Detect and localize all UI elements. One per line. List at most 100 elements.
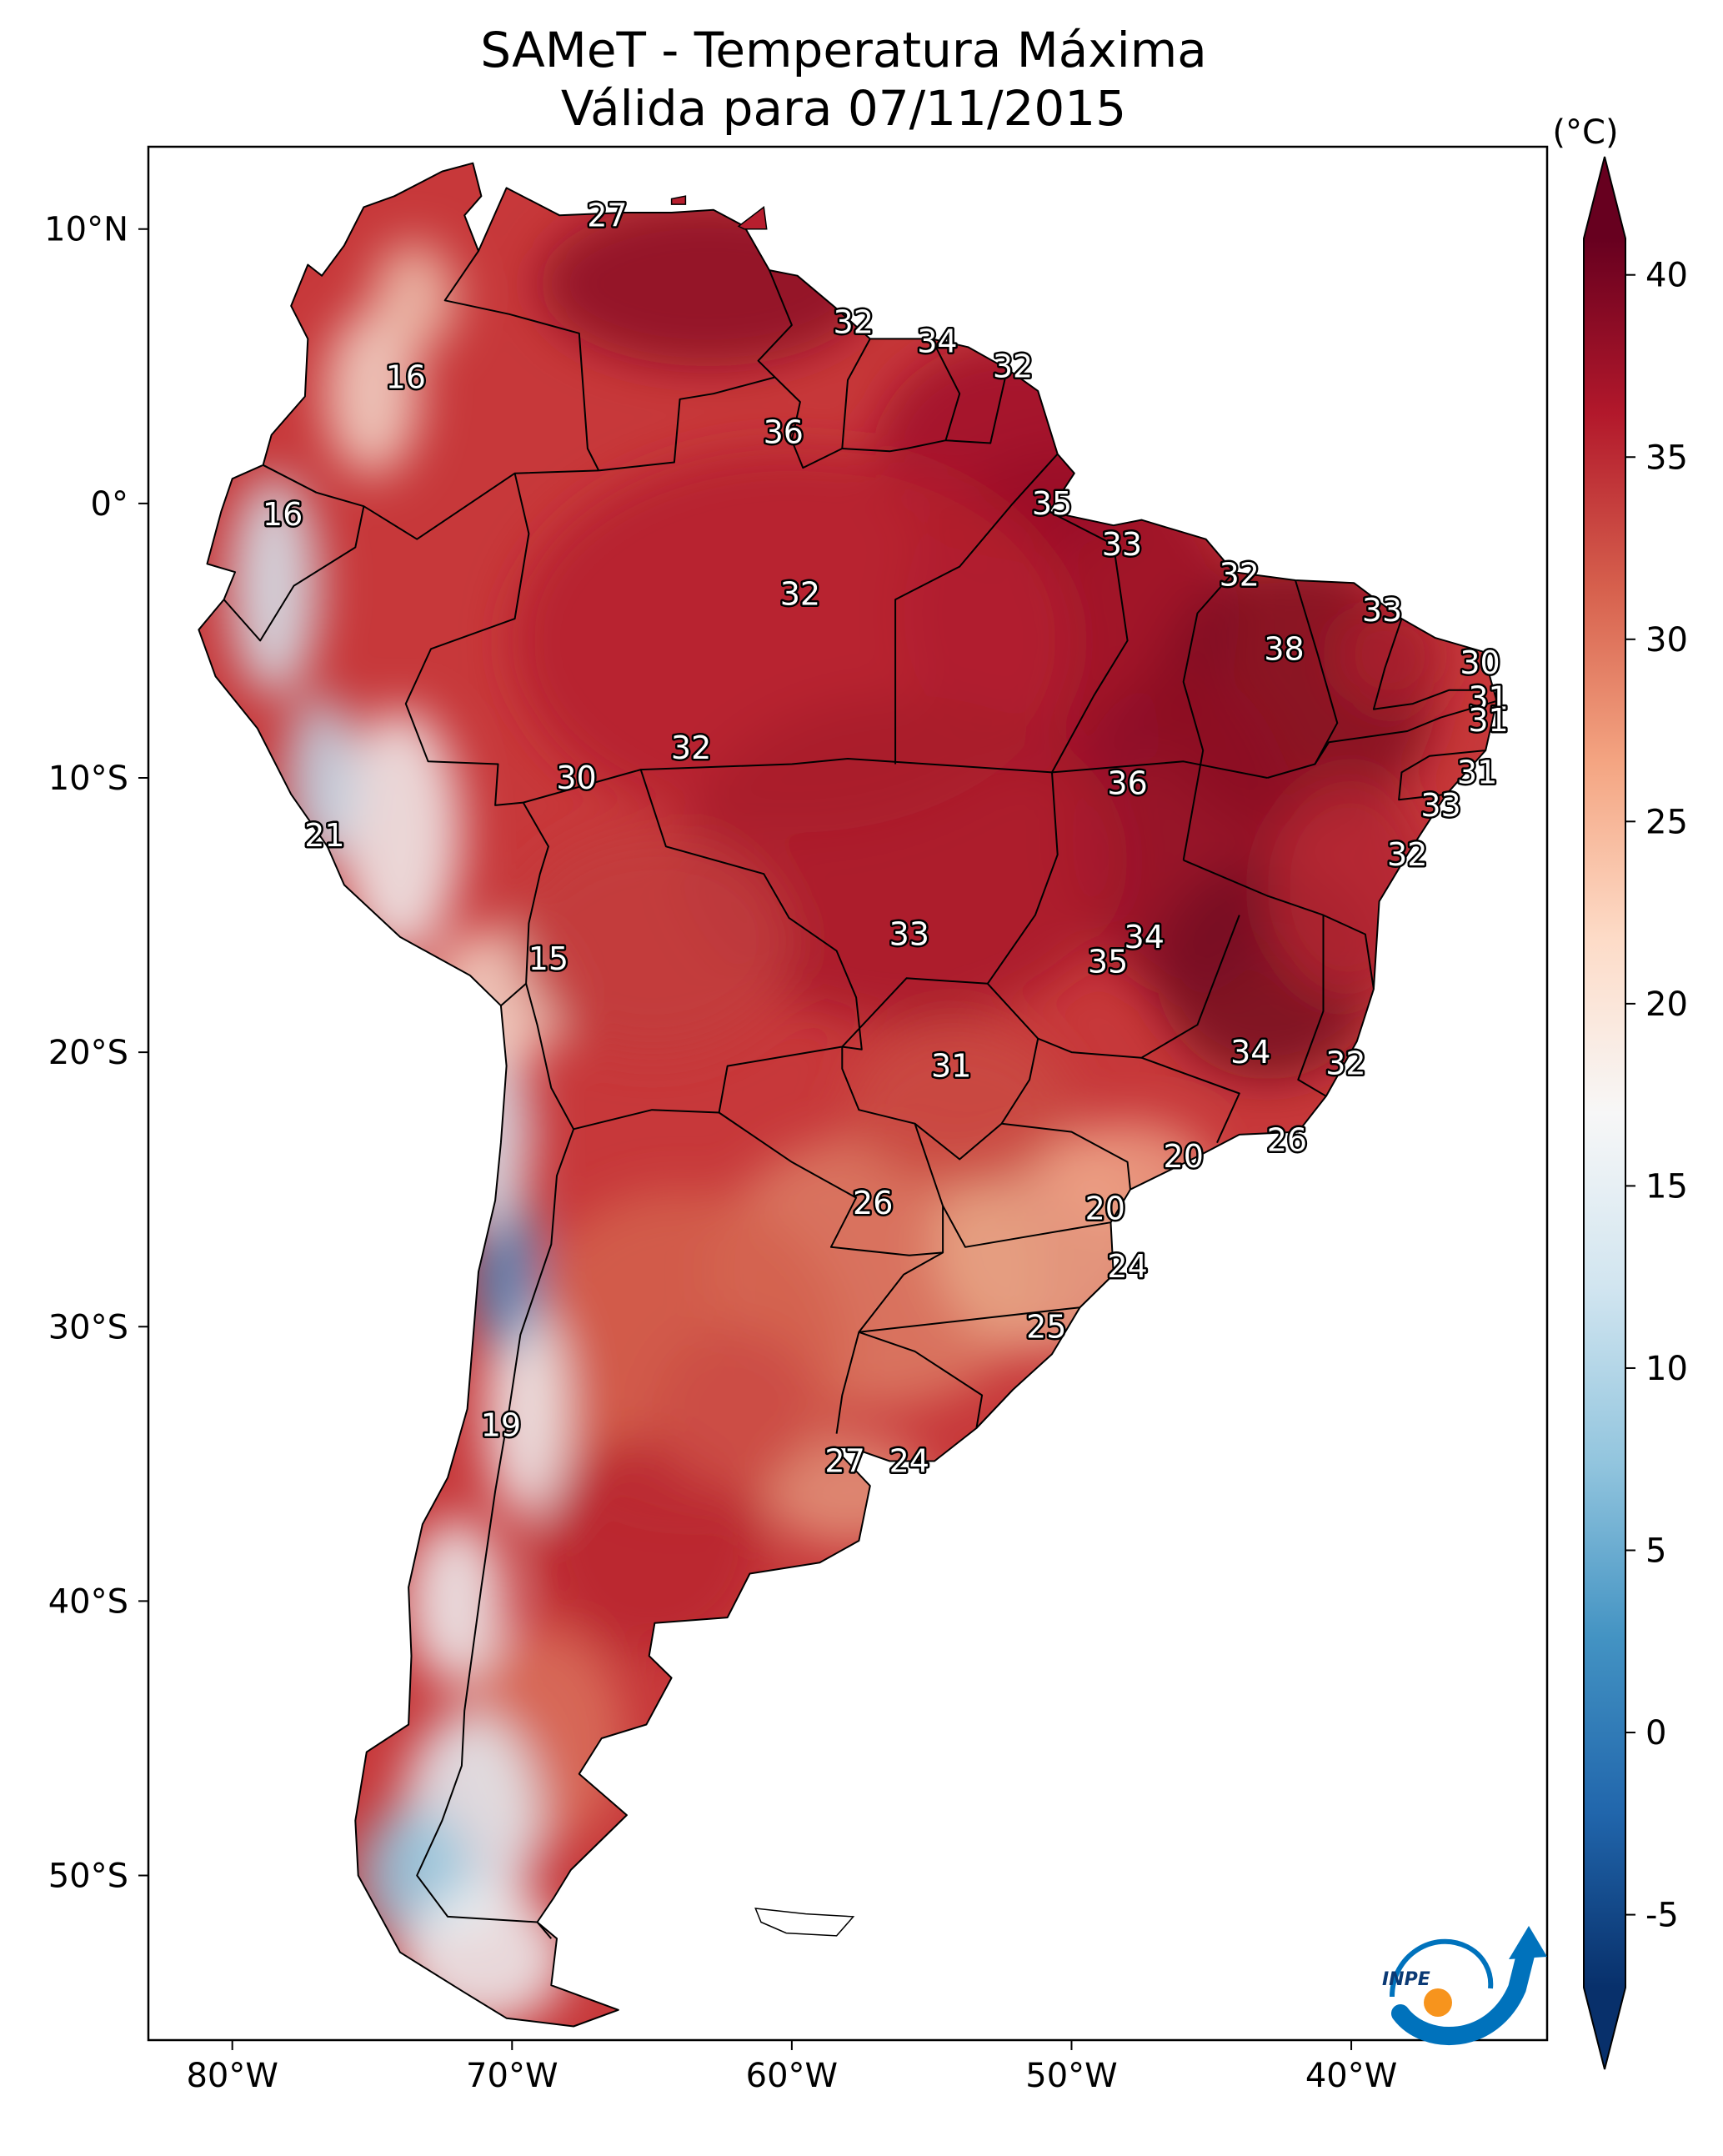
logo-arc (1391, 1946, 1535, 2045)
y-tick-label: 10°N (44, 211, 128, 249)
country-border (858, 1251, 944, 1333)
temperature-label: 32 (780, 576, 820, 613)
colorbar-unit: (°C) (1552, 113, 1618, 152)
logo-sun (1424, 1988, 1452, 2017)
map-title-line-1: SAMeT - Temperatura Máxima (480, 22, 1207, 78)
temperature-region-27 (512, 832, 792, 1053)
state-border (1372, 618, 1483, 710)
colorbar-tick-label: 20 (1645, 985, 1688, 1024)
latitude-axis: 10°N 0° 10°S 20°S 30°S 40°S 50°S (44, 211, 148, 1896)
temperature-label: 32 (1387, 836, 1427, 873)
margarita-island (670, 195, 687, 205)
temperature-label: 31 (1457, 754, 1497, 790)
temperature-region-25 (372, 243, 457, 353)
colorbar-tick-label: 5 (1645, 1532, 1666, 1571)
trinidad-island (737, 206, 768, 230)
x-tick-label: 50°W (1025, 2057, 1117, 2095)
inpe-logo: INPE (1382, 1926, 1547, 2045)
temperature-label: 30 (1460, 644, 1500, 681)
temperature-region-21 (338, 709, 462, 956)
colorbar-tick-label: 15 (1645, 1167, 1688, 1206)
temperature-label: 36 (764, 414, 804, 450)
colorbar-tick-label: 0 (1645, 1714, 1666, 1752)
temperature-label: 25 (1026, 1308, 1066, 1345)
colorbar-tick-label: 35 (1645, 439, 1688, 477)
temperature-label: 33 (1420, 787, 1460, 824)
country-border (842, 338, 961, 453)
temperature-label: 34 (1124, 919, 1165, 955)
logo-text: INPE (1382, 1969, 1430, 1990)
temperature-label: 21 (304, 817, 344, 854)
coastline (198, 162, 1498, 2028)
colorbar-max-extend (1584, 157, 1625, 238)
colorbar-tick-label: 40 (1645, 257, 1688, 295)
temperature-label: 36 (1107, 765, 1147, 802)
temperature-label: 15 (528, 940, 568, 977)
logo-swoosh (1390, 1938, 1494, 1998)
country-border (599, 269, 793, 472)
map-frame (147, 145, 1549, 2042)
temperature-label: 34 (917, 323, 957, 360)
temperature-label: 16 (263, 496, 303, 533)
temperature-region-26 (405, 1518, 507, 1684)
temperature-label: 20 (1164, 1138, 1204, 1175)
map-title-line-2: Válida para 07/11/2015 (561, 80, 1126, 137)
country-border (416, 1128, 575, 1939)
colorbar-min-extend (1584, 1988, 1625, 2069)
temperature-region-32 (652, 1326, 820, 1492)
state-border (841, 977, 988, 1048)
state-border (1314, 699, 1497, 765)
temperature-label: 34 (1230, 1034, 1270, 1070)
country-border (523, 769, 863, 1131)
temperature-label: 32 (1325, 1045, 1365, 1081)
country-border (942, 1205, 1111, 1248)
temperature-label: 33 (1362, 592, 1402, 629)
y-tick-label: 0° (91, 485, 128, 524)
state-border (1297, 915, 1327, 1097)
y-tick-label: 20°S (48, 1034, 128, 1072)
colorbar-body (1584, 238, 1625, 1988)
temperature-label: 32 (834, 304, 874, 341)
colorbar-outline (1583, 156, 1626, 2070)
temperature-label: 38 (1264, 630, 1304, 667)
country-border (443, 250, 600, 471)
logo-arrow-icon (1509, 1926, 1547, 1959)
political-borders (223, 250, 1497, 1939)
y-tick-label: 40°S (48, 1582, 128, 1621)
temperature-label: 32 (671, 730, 711, 766)
temperature-label: 27 (824, 1443, 864, 1480)
x-tick-label: 40°W (1305, 2057, 1397, 2095)
temperature-label: 35 (1032, 485, 1072, 522)
islands (670, 195, 855, 1937)
temperature-label: 31 (931, 1048, 971, 1085)
temperature-label: 16 (386, 359, 426, 396)
temperature-region-29 (847, 1025, 1072, 1190)
x-tick-label: 70°W (466, 2057, 558, 2095)
state-border (894, 453, 1059, 765)
state-border (1049, 510, 1129, 773)
temperature-label: 19 (481, 1407, 521, 1444)
temperature-label: 20 (1085, 1191, 1125, 1227)
state-border (1001, 1122, 1131, 1190)
temperature-label: 31 (1468, 680, 1508, 717)
country-border (223, 505, 365, 642)
colorbar-ticks: 40 35 30 25 20 15 10 5 0 -5 (1625, 257, 1688, 1935)
malvinas-islands (754, 1908, 855, 1937)
state-border (1398, 750, 1486, 801)
map-axes (148, 147, 1547, 2040)
temperature-region-24 (324, 311, 420, 476)
state-border (1182, 571, 1235, 860)
temperature-label: 30 (556, 760, 596, 796)
temperature-label: 33 (889, 916, 929, 953)
temperature-label: 32 (993, 348, 1033, 384)
y-tick-label: 30°S (48, 1308, 128, 1346)
temperature-label: 24 (889, 1443, 929, 1480)
country-border (774, 338, 871, 469)
country-border (859, 1273, 1114, 1333)
x-tick-label: 60°W (746, 2057, 838, 2095)
colorbar-tick-label: 30 (1645, 621, 1688, 659)
colorbar-tick-label: -5 (1645, 1897, 1679, 1935)
colorbar-tick-label: 25 (1645, 803, 1688, 841)
